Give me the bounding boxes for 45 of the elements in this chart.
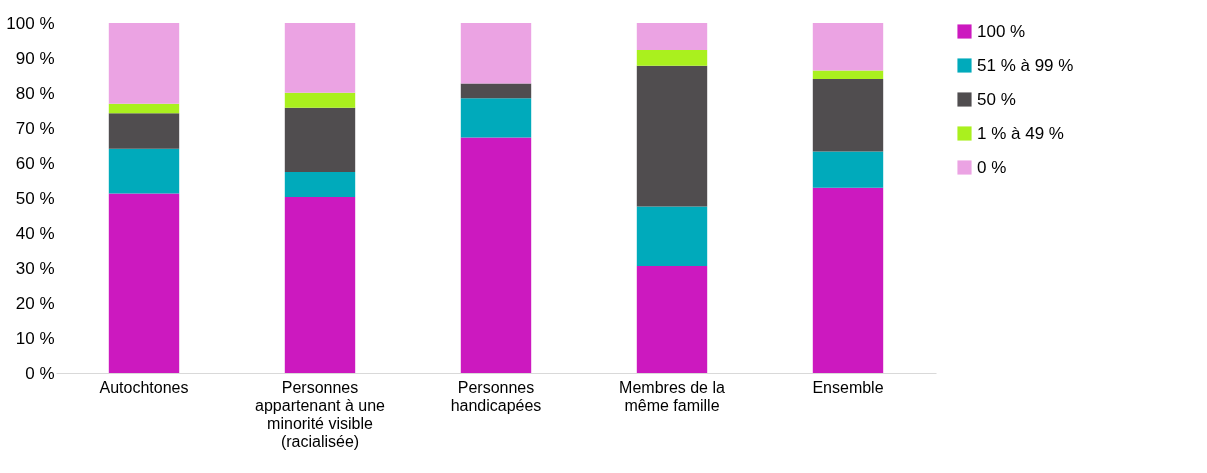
bar bbox=[460, 83, 532, 99]
y-tick-label: 30 % bbox=[15, 258, 55, 278]
bar bbox=[284, 172, 356, 197]
y-tick-label: 40 % bbox=[15, 223, 55, 243]
bar bbox=[812, 187, 884, 373]
bar bbox=[636, 23, 708, 50]
x-tick-label: Membres de la même famille bbox=[619, 378, 726, 414]
y-tick-label: 20 % bbox=[15, 293, 55, 313]
bar bbox=[636, 206, 708, 266]
x-tick-label: Autochtones bbox=[99, 378, 189, 396]
y-tick-label: 50 % bbox=[15, 188, 55, 208]
legend-label: 51 % à 99 % bbox=[977, 55, 1074, 75]
bar bbox=[284, 92, 356, 108]
y-tick-label: 70 % bbox=[15, 118, 55, 138]
bar bbox=[284, 23, 356, 93]
legend-label: 1 % à 49 % bbox=[977, 123, 1064, 143]
bar bbox=[636, 65, 708, 207]
x-tick-label: Personnes appartenant à une minorité visible (racialisée) bbox=[255, 378, 386, 450]
bar bbox=[284, 196, 356, 373]
bar bbox=[812, 23, 884, 71]
bar bbox=[812, 151, 884, 188]
bar bbox=[460, 98, 532, 138]
bar bbox=[284, 107, 356, 173]
x-tick-label: Personnes handicapées bbox=[450, 378, 542, 414]
bar bbox=[108, 23, 180, 104]
legend-label: 50 % bbox=[977, 89, 1016, 109]
y-tick-label: 80 % bbox=[15, 83, 55, 103]
bar bbox=[812, 70, 884, 79]
bar bbox=[812, 79, 884, 152]
y-tick-label: 100 % bbox=[6, 13, 55, 33]
legend-label: 0 % bbox=[977, 157, 1007, 177]
bar bbox=[108, 148, 180, 194]
bar bbox=[108, 113, 180, 149]
bar bbox=[108, 103, 180, 114]
legend-label: 100 % bbox=[977, 21, 1026, 41]
bar bbox=[460, 137, 532, 373]
y-tick-label: 10 % bbox=[15, 328, 55, 348]
bar bbox=[636, 265, 708, 373]
y-tick-label: 90 % bbox=[15, 48, 55, 68]
bar bbox=[460, 23, 532, 84]
x-tick-label: Ensemble bbox=[812, 378, 884, 396]
bar bbox=[636, 49, 708, 66]
y-tick-label: 0 % bbox=[25, 363, 55, 383]
bar bbox=[108, 193, 180, 373]
y-tick-label: 60 % bbox=[15, 153, 55, 173]
